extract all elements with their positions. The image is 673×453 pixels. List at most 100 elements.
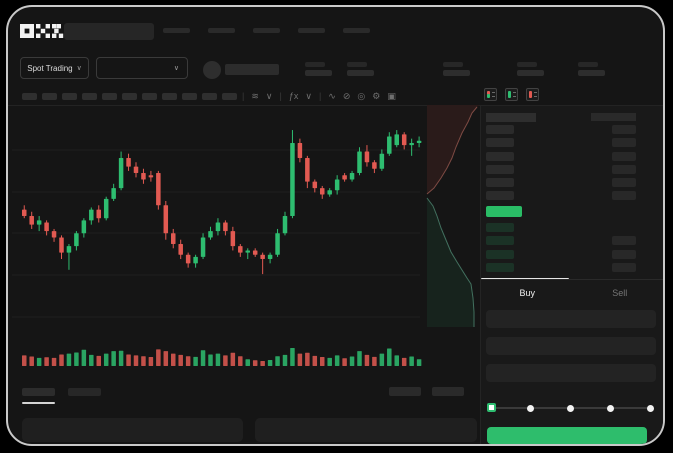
toolbar-divider: | [279,90,282,101]
bid-row[interactable] [486,223,636,232]
nav-item-placeholder[interactable] [298,28,325,33]
bid-price-placeholder [486,223,514,232]
bid-row[interactable] [486,262,636,272]
orderbook-asks-view-icon[interactable] [526,88,539,101]
timeframe-button-placeholder[interactable] [102,93,117,100]
depth-chart [426,105,480,327]
ask-row[interactable] [486,138,636,148]
slider-dot[interactable] [647,404,654,412]
amount-slider[interactable] [487,400,655,416]
stat-label-placeholder [443,62,463,67]
amount-input[interactable] [486,337,656,355]
timeframe-button-placeholder[interactable] [122,93,137,100]
pair-search-dropdown[interactable]: ∨ [96,57,188,79]
app-window: Spot Trading ∨ ∨ | ≋ ∨ | ƒx ∨ | ∿ ⊘ ◎ ⚙ ▣ [6,5,665,446]
ask-price-placeholder [486,125,514,134]
buy-submit-button[interactable] [487,427,647,444]
indicators-icon[interactable]: ƒx [288,90,299,101]
timeframe-button-placeholder[interactable] [82,93,97,100]
nav-item-placeholder[interactable] [343,28,370,33]
ask-row[interactable] [486,164,636,174]
ask-amount-placeholder [612,138,636,148]
footer-table-placeholder [22,418,243,442]
slider-dot[interactable] [607,404,614,412]
stat-label-placeholder [578,62,598,67]
tab-buy[interactable]: Buy [519,287,535,298]
footer-button-placeholder[interactable] [432,387,464,396]
bid-rows [486,223,636,276]
total-input[interactable] [486,364,656,382]
ask-rows [486,125,636,205]
tab-sell[interactable]: Sell [612,287,628,298]
orderbook-amount-header-placeholder [591,113,636,121]
nav-item-placeholder[interactable] [208,28,235,33]
camera-icon[interactable]: ◎ [357,90,366,101]
slider-dot[interactable] [567,404,574,412]
nav-item-placeholder[interactable] [253,28,280,33]
volume-chart [22,348,422,366]
candlestick-chart[interactable] [8,107,432,339]
ask-amount-placeholder [612,164,636,174]
timeframe-button-placeholder[interactable] [142,93,157,100]
chevron-down-icon[interactable]: ∨ [305,90,312,101]
bid-price-placeholder [486,262,514,272]
timeframe-button-placeholder[interactable] [62,93,77,100]
line-tool-icon[interactable]: ∿ [328,90,336,101]
fullscreen-icon[interactable]: ▣ [387,90,396,101]
stat-value-placeholder [347,70,374,76]
coin-avatar [203,61,221,79]
price-input[interactable] [486,310,656,328]
chevron-down-icon: ∨ [76,64,82,72]
ask-amount-placeholder [612,151,636,161]
stat-value-placeholder [443,70,470,76]
footer-tab-history-placeholder[interactable] [68,388,101,396]
ask-row[interactable] [486,191,636,201]
ask-amount-placeholder [612,178,636,188]
timeframe-button-placeholder[interactable] [222,93,237,100]
footer-button-placeholder[interactable] [389,387,421,396]
nav-item-placeholder[interactable] [163,28,190,33]
chevron-down-icon[interactable]: ∨ [265,90,273,101]
footer-tab-open-orders-placeholder[interactable] [22,388,55,396]
compare-icon[interactable]: ⊘ [342,90,351,101]
chart-tools: | ≋ ∨ | ƒx ∨ | ∿ ⊘ ◎ ⚙ ▣ [242,89,396,103]
okx-logo [20,23,64,39]
stat-label-placeholder [305,62,325,67]
orderbook-all-view-icon[interactable] [484,88,497,101]
market-type-dropdown[interactable]: Spot Trading ∨ [20,57,89,79]
settings-gear-icon[interactable]: ⚙ [372,90,381,101]
bid-row[interactable] [486,249,636,259]
ask-row[interactable] [486,151,636,161]
bid-amount-placeholder [612,262,636,272]
bid-row[interactable] [486,236,636,246]
timeframe-button-placeholder[interactable] [202,93,217,100]
ask-amount-placeholder [612,191,636,201]
orderbook-view-toggles [484,88,539,101]
footer-table-placeholder [255,418,477,442]
ask-amount-placeholder [612,125,636,134]
ask-row[interactable] [486,178,636,188]
stat-value-placeholder [578,70,605,76]
pair-name-placeholder [225,64,279,75]
bid-amount-placeholder [612,236,636,246]
bid-amount-placeholder [612,249,636,259]
timeframe-button-placeholder[interactable] [162,93,177,100]
timeframe-button-placeholder[interactable] [182,93,197,100]
stat-value-placeholder [517,70,544,76]
market-type-label: Spot Trading [27,63,73,73]
toolbar-divider: | [318,90,322,101]
slider-handle[interactable] [487,403,496,412]
search-placeholder[interactable] [64,23,154,40]
orderbook-bids-view-icon[interactable] [505,88,518,101]
timeframe-button-placeholder[interactable] [42,93,57,100]
ask-row[interactable] [486,125,636,134]
last-price-bar [486,206,522,217]
footer-active-tab-underline [22,402,55,404]
ask-price-placeholder [486,178,514,188]
ask-price-placeholder [486,151,514,161]
candle-style-icon[interactable]: ≋ [251,90,259,101]
ask-price-placeholder [486,138,514,148]
timeframe-button-placeholder[interactable] [22,93,37,100]
slider-dot[interactable] [527,404,534,412]
